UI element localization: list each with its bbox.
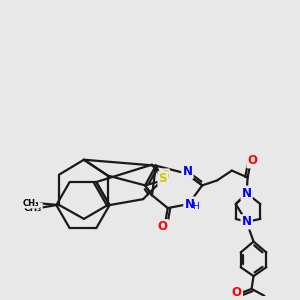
Text: O: O [158,220,168,233]
Text: N: N [242,187,252,200]
Text: N: N [242,215,252,228]
Text: N: N [184,198,194,211]
Text: H: H [192,202,199,211]
Text: S: S [159,172,167,185]
Text: O: O [248,154,257,167]
Text: N: N [182,165,193,178]
Text: O: O [232,286,242,299]
Text: CH₃: CH₃ [22,199,39,208]
Text: CH₃: CH₃ [23,204,42,213]
Text: S: S [161,169,169,179]
